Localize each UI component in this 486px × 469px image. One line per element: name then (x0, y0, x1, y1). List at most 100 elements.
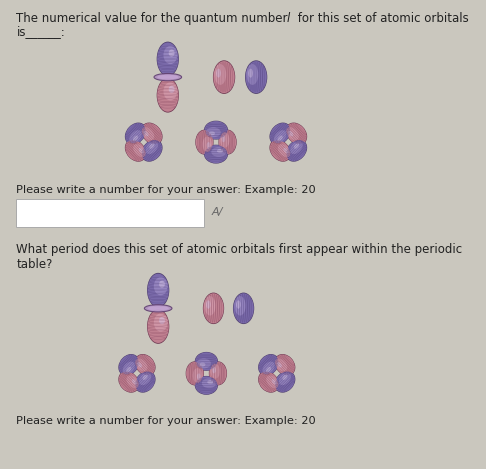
Ellipse shape (154, 277, 168, 295)
Ellipse shape (142, 375, 148, 380)
Ellipse shape (163, 82, 177, 100)
Ellipse shape (135, 354, 156, 376)
Ellipse shape (202, 378, 216, 388)
Ellipse shape (148, 310, 169, 343)
Ellipse shape (139, 372, 151, 385)
Ellipse shape (195, 376, 218, 395)
Ellipse shape (212, 367, 216, 373)
Ellipse shape (219, 130, 236, 154)
Ellipse shape (286, 123, 307, 144)
Ellipse shape (143, 131, 149, 136)
Ellipse shape (135, 355, 155, 375)
Ellipse shape (126, 367, 131, 372)
Ellipse shape (144, 305, 172, 312)
FancyBboxPatch shape (17, 199, 205, 227)
Ellipse shape (235, 296, 246, 316)
Ellipse shape (266, 376, 278, 388)
Text: is______:: is______: (17, 25, 65, 38)
Ellipse shape (286, 140, 307, 161)
Ellipse shape (154, 74, 182, 81)
Text: Please write a number for your answer: Example: 20: Please write a number for your answer: E… (17, 185, 316, 195)
Ellipse shape (203, 293, 224, 324)
Ellipse shape (163, 46, 177, 64)
Ellipse shape (270, 140, 290, 161)
Ellipse shape (125, 122, 146, 145)
Ellipse shape (192, 368, 202, 383)
Ellipse shape (275, 354, 295, 376)
Ellipse shape (142, 123, 162, 144)
Ellipse shape (125, 123, 146, 144)
Ellipse shape (149, 144, 155, 149)
Ellipse shape (129, 130, 142, 143)
Ellipse shape (119, 371, 139, 392)
Ellipse shape (207, 142, 210, 149)
Ellipse shape (205, 145, 227, 163)
Ellipse shape (142, 127, 154, 140)
Ellipse shape (283, 148, 289, 153)
Ellipse shape (278, 144, 290, 157)
Ellipse shape (210, 364, 220, 378)
Ellipse shape (282, 375, 288, 380)
Ellipse shape (125, 140, 146, 161)
Ellipse shape (205, 121, 227, 139)
Ellipse shape (157, 79, 178, 112)
Ellipse shape (216, 68, 221, 78)
Ellipse shape (219, 129, 237, 155)
Ellipse shape (222, 136, 226, 142)
Text: Please write a number for your answer: Example: 20: Please write a number for your answer: E… (17, 416, 316, 426)
Ellipse shape (294, 144, 299, 149)
Ellipse shape (245, 61, 267, 93)
Ellipse shape (147, 309, 169, 344)
Ellipse shape (259, 355, 278, 375)
Text: A/: A/ (211, 207, 223, 217)
Ellipse shape (148, 306, 169, 310)
Ellipse shape (156, 78, 179, 113)
Ellipse shape (259, 371, 278, 392)
Ellipse shape (135, 358, 147, 371)
Ellipse shape (204, 121, 228, 140)
Ellipse shape (213, 61, 235, 93)
Ellipse shape (195, 352, 218, 371)
Ellipse shape (209, 362, 226, 385)
Text: What period does this set of atomic orbitals first appear within the periodic ta: What period does this set of atomic orbi… (17, 243, 463, 271)
Ellipse shape (217, 149, 224, 153)
Ellipse shape (204, 144, 228, 164)
Ellipse shape (146, 141, 158, 154)
Ellipse shape (214, 64, 226, 85)
Ellipse shape (135, 371, 155, 392)
Ellipse shape (209, 361, 227, 386)
Ellipse shape (157, 75, 178, 79)
Ellipse shape (286, 122, 307, 145)
Ellipse shape (275, 358, 287, 371)
Ellipse shape (233, 293, 254, 323)
Ellipse shape (206, 300, 210, 309)
Ellipse shape (213, 61, 235, 94)
Ellipse shape (142, 140, 162, 161)
Ellipse shape (208, 131, 215, 136)
Ellipse shape (286, 127, 299, 140)
Ellipse shape (262, 362, 275, 374)
Ellipse shape (119, 355, 139, 375)
Ellipse shape (139, 148, 144, 153)
Text: The numerical value for the quantum number: The numerical value for the quantum numb… (17, 12, 292, 25)
Ellipse shape (126, 376, 139, 388)
Ellipse shape (275, 371, 295, 393)
Ellipse shape (275, 355, 295, 375)
Ellipse shape (125, 140, 146, 162)
Ellipse shape (211, 147, 226, 157)
Ellipse shape (269, 140, 291, 162)
Ellipse shape (137, 362, 142, 368)
Ellipse shape (275, 371, 295, 392)
Ellipse shape (157, 43, 178, 76)
Ellipse shape (186, 361, 204, 386)
Text: for this set of atomic orbitals: for this set of atomic orbitals (294, 12, 469, 25)
Ellipse shape (270, 123, 290, 144)
Ellipse shape (220, 132, 229, 148)
Ellipse shape (236, 300, 241, 309)
Ellipse shape (156, 42, 179, 76)
Ellipse shape (132, 379, 137, 385)
Ellipse shape (290, 141, 303, 154)
Ellipse shape (159, 280, 165, 288)
Ellipse shape (246, 64, 258, 85)
Ellipse shape (278, 136, 283, 141)
